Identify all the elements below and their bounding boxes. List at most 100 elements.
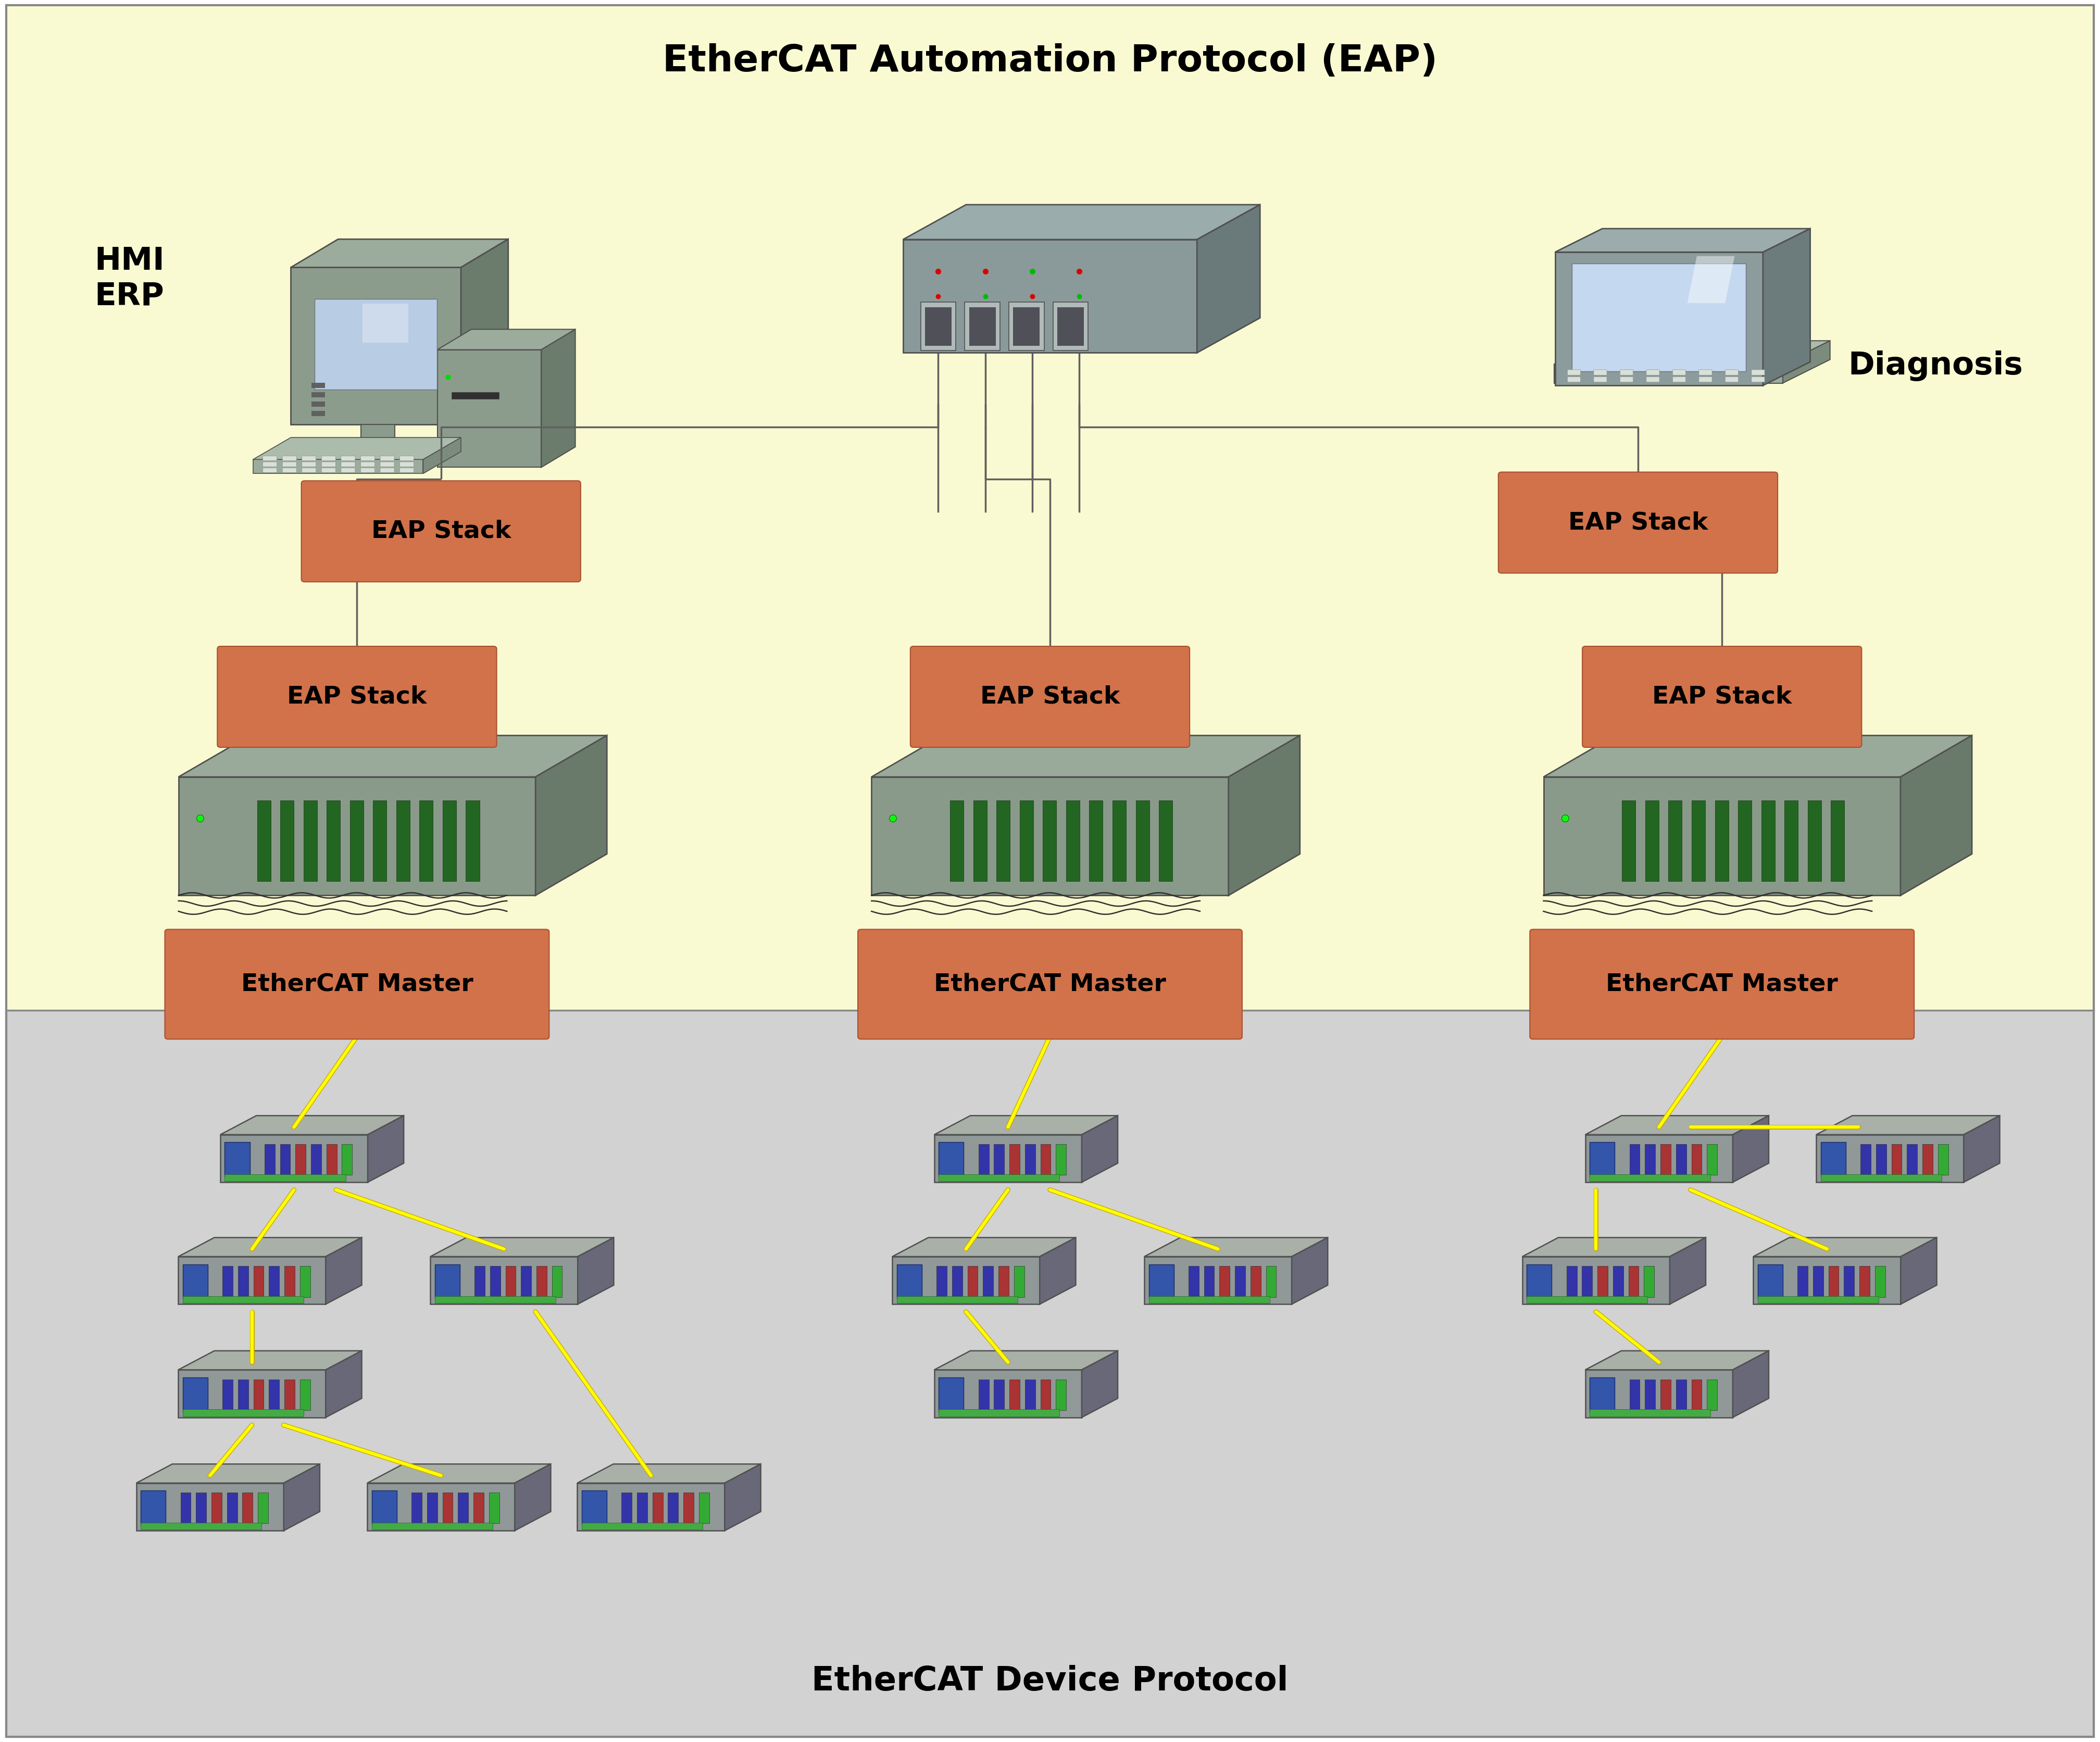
FancyBboxPatch shape: [1581, 1266, 1592, 1298]
FancyBboxPatch shape: [1590, 1174, 1712, 1181]
FancyBboxPatch shape: [279, 1144, 290, 1176]
FancyBboxPatch shape: [443, 801, 456, 881]
FancyBboxPatch shape: [284, 1380, 294, 1411]
FancyBboxPatch shape: [179, 1256, 326, 1305]
FancyBboxPatch shape: [1726, 376, 1739, 381]
FancyBboxPatch shape: [1220, 1266, 1231, 1298]
Polygon shape: [290, 239, 508, 267]
FancyBboxPatch shape: [179, 1369, 326, 1418]
Polygon shape: [578, 1237, 613, 1305]
FancyBboxPatch shape: [1875, 1144, 1886, 1176]
FancyBboxPatch shape: [321, 456, 336, 460]
FancyBboxPatch shape: [435, 1265, 460, 1298]
FancyBboxPatch shape: [1861, 1144, 1871, 1176]
FancyBboxPatch shape: [302, 801, 317, 881]
FancyBboxPatch shape: [1716, 801, 1728, 881]
Polygon shape: [1144, 1237, 1327, 1256]
FancyBboxPatch shape: [1529, 930, 1913, 1038]
Polygon shape: [542, 329, 575, 467]
Text: EAP Stack: EAP Stack: [372, 519, 510, 544]
Polygon shape: [1732, 1115, 1768, 1183]
Polygon shape: [1056, 308, 1084, 347]
FancyBboxPatch shape: [1812, 1266, 1823, 1298]
FancyBboxPatch shape: [489, 1493, 500, 1524]
Polygon shape: [536, 735, 607, 895]
FancyBboxPatch shape: [225, 1174, 346, 1181]
Polygon shape: [1586, 1115, 1768, 1134]
Polygon shape: [179, 735, 607, 777]
FancyBboxPatch shape: [399, 462, 414, 467]
FancyBboxPatch shape: [1676, 1380, 1686, 1411]
Polygon shape: [872, 735, 1300, 777]
FancyBboxPatch shape: [223, 1380, 233, 1411]
FancyBboxPatch shape: [141, 1523, 262, 1529]
FancyBboxPatch shape: [256, 801, 271, 881]
FancyBboxPatch shape: [361, 425, 395, 453]
FancyBboxPatch shape: [1762, 801, 1774, 881]
FancyBboxPatch shape: [636, 1493, 647, 1524]
FancyBboxPatch shape: [195, 1493, 206, 1524]
FancyBboxPatch shape: [1676, 1144, 1686, 1176]
FancyBboxPatch shape: [903, 239, 1197, 352]
FancyBboxPatch shape: [1630, 1144, 1640, 1176]
FancyBboxPatch shape: [290, 267, 460, 425]
FancyBboxPatch shape: [998, 1266, 1008, 1298]
FancyBboxPatch shape: [1739, 801, 1751, 881]
FancyBboxPatch shape: [1646, 376, 1659, 381]
FancyBboxPatch shape: [1619, 369, 1634, 375]
FancyBboxPatch shape: [242, 1493, 252, 1524]
FancyBboxPatch shape: [1844, 1266, 1854, 1298]
FancyBboxPatch shape: [521, 1266, 531, 1298]
FancyBboxPatch shape: [1758, 1296, 1880, 1303]
Polygon shape: [1228, 735, 1300, 895]
FancyBboxPatch shape: [311, 411, 326, 416]
FancyBboxPatch shape: [300, 1266, 311, 1298]
FancyBboxPatch shape: [1691, 1144, 1701, 1176]
FancyBboxPatch shape: [1522, 1256, 1670, 1305]
FancyBboxPatch shape: [300, 1380, 311, 1411]
Polygon shape: [437, 329, 575, 350]
FancyBboxPatch shape: [1497, 472, 1777, 573]
FancyBboxPatch shape: [435, 1296, 556, 1303]
FancyBboxPatch shape: [1859, 1266, 1869, 1298]
FancyBboxPatch shape: [443, 1493, 454, 1524]
Polygon shape: [430, 1237, 613, 1256]
FancyBboxPatch shape: [437, 350, 542, 467]
FancyBboxPatch shape: [361, 469, 374, 472]
FancyBboxPatch shape: [1907, 1144, 1917, 1176]
Polygon shape: [1783, 341, 1829, 383]
FancyBboxPatch shape: [1661, 1380, 1672, 1411]
FancyBboxPatch shape: [380, 462, 395, 467]
FancyBboxPatch shape: [237, 1380, 248, 1411]
FancyBboxPatch shape: [452, 392, 500, 399]
FancyBboxPatch shape: [281, 456, 296, 460]
FancyBboxPatch shape: [136, 1482, 284, 1531]
FancyBboxPatch shape: [1010, 1380, 1021, 1411]
FancyBboxPatch shape: [1816, 1134, 1964, 1183]
FancyBboxPatch shape: [1754, 1256, 1901, 1305]
FancyBboxPatch shape: [1056, 1380, 1067, 1411]
FancyBboxPatch shape: [321, 469, 336, 472]
Polygon shape: [1082, 1350, 1117, 1418]
FancyBboxPatch shape: [1090, 801, 1103, 881]
Polygon shape: [964, 301, 1000, 350]
FancyBboxPatch shape: [183, 1409, 304, 1416]
Polygon shape: [1008, 301, 1044, 350]
FancyBboxPatch shape: [935, 1134, 1082, 1183]
FancyBboxPatch shape: [1751, 369, 1764, 375]
Polygon shape: [1762, 228, 1810, 385]
Polygon shape: [220, 1115, 403, 1134]
FancyBboxPatch shape: [466, 801, 479, 881]
FancyBboxPatch shape: [1590, 1409, 1712, 1416]
FancyBboxPatch shape: [254, 460, 422, 474]
FancyBboxPatch shape: [311, 392, 326, 397]
FancyBboxPatch shape: [473, 1493, 483, 1524]
FancyBboxPatch shape: [397, 801, 410, 881]
FancyBboxPatch shape: [279, 801, 294, 881]
Polygon shape: [1688, 256, 1735, 303]
Polygon shape: [1586, 1350, 1768, 1369]
FancyBboxPatch shape: [1056, 1144, 1067, 1176]
FancyBboxPatch shape: [1590, 1378, 1615, 1411]
Polygon shape: [1732, 1350, 1768, 1418]
FancyBboxPatch shape: [374, 801, 386, 881]
